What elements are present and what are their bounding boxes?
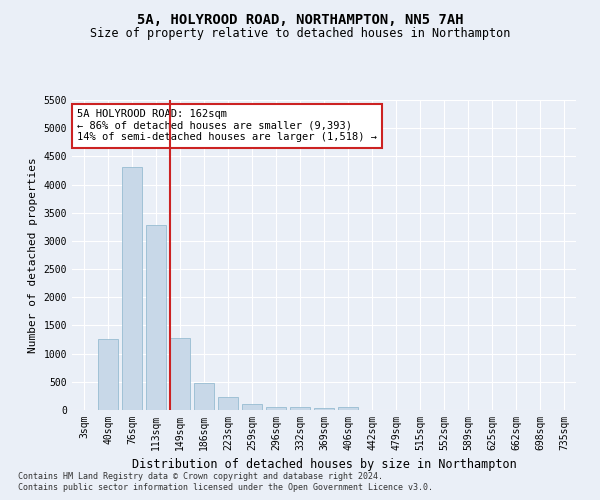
Text: 5A, HOLYROOD ROAD, NORTHAMPTON, NN5 7AH: 5A, HOLYROOD ROAD, NORTHAMPTON, NN5 7AH — [137, 12, 463, 26]
Text: Contains public sector information licensed under the Open Government Licence v3: Contains public sector information licen… — [18, 483, 433, 492]
Text: Contains HM Land Registry data © Crown copyright and database right 2024.: Contains HM Land Registry data © Crown c… — [18, 472, 383, 481]
Bar — [338, 406, 358, 410]
Bar — [290, 408, 310, 410]
Bar — [98, 339, 118, 410]
Y-axis label: Number of detached properties: Number of detached properties — [28, 157, 38, 353]
Bar — [266, 406, 286, 410]
Bar — [194, 383, 214, 410]
Bar — [170, 338, 190, 410]
Bar — [218, 397, 238, 410]
Text: Size of property relative to detached houses in Northampton: Size of property relative to detached ho… — [90, 28, 510, 40]
Bar — [122, 166, 142, 410]
Bar — [146, 225, 166, 410]
X-axis label: Distribution of detached houses by size in Northampton: Distribution of detached houses by size … — [131, 458, 517, 471]
Bar — [242, 404, 262, 410]
Bar — [314, 408, 334, 410]
Text: 5A HOLYROOD ROAD: 162sqm
← 86% of detached houses are smaller (9,393)
14% of sem: 5A HOLYROOD ROAD: 162sqm ← 86% of detach… — [77, 110, 377, 142]
